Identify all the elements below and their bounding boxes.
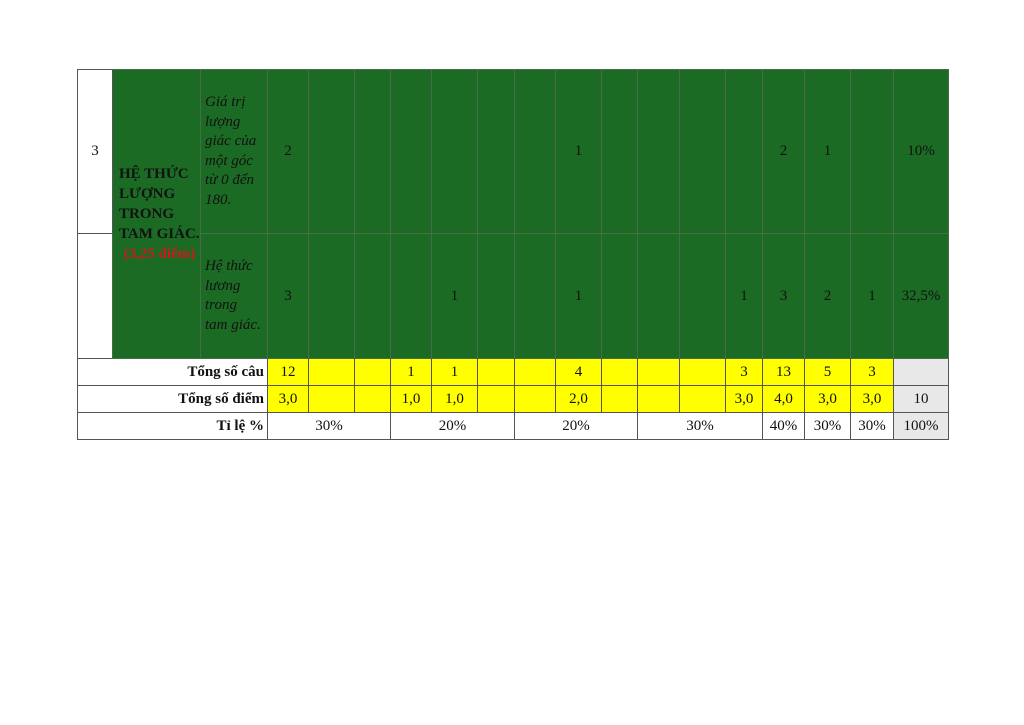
count-cell [308,233,355,359]
count-cell [354,69,391,234]
count-cell [679,69,726,234]
total-questions-total [893,358,949,386]
count-cell [601,233,638,359]
topic-title: HỆ THỨC LƯỢNG TRONG TAM GIÁC. (3,25 điểm) [112,69,201,359]
total-points-cell: 3,0 [267,385,309,413]
subtopic: Giá trị lượng giác của một góc từ 0 đến … [200,69,268,234]
total-questions-cell: 4 [555,358,602,386]
total-questions-cell [354,358,391,386]
total-points-cell [354,385,391,413]
topic-points: (3,25 điểm) [123,246,196,262]
count-cell [308,69,355,234]
count-cell [514,69,556,234]
count-cell [354,233,391,359]
total-questions-cell [679,358,726,386]
count-cell: 2 [804,233,851,359]
total-questions-cell [308,358,355,386]
ratio-group-cell: 20% [390,412,515,440]
count-cell [601,69,638,234]
count-cell: 2 [762,69,805,234]
count-cell: 1 [850,233,894,359]
ratio-total: 100% [893,412,949,440]
total-questions-cell: 5 [804,358,851,386]
count-cell: 1 [555,69,602,234]
total-points-total: 10 [893,385,949,413]
count-cell [514,233,556,359]
count-cell [477,233,515,359]
total-questions-cell [601,358,638,386]
total-points-cell [637,385,680,413]
count-cell [637,233,680,359]
ratio-group-cell: 20% [514,412,638,440]
count-cell [637,69,680,234]
count-cell [679,233,726,359]
total-questions-cell: 3 [725,358,763,386]
subtopic: Hệ thức lương trong tam giác. [200,233,268,359]
ratio-group-cell: 40% [762,412,805,440]
count-cell: 1 [431,233,478,359]
total-questions-cell: 13 [762,358,805,386]
ratio-cell: 32,5% [893,233,949,359]
count-cell [390,69,432,234]
topic-title-text: HỆ THỨC LƯỢNG TRONG TAM GIÁC. [119,166,200,242]
total-questions-cell: 3 [850,358,894,386]
ratio-group-cell: 30% [267,412,391,440]
total-questions-cell: 1 [431,358,478,386]
total-questions-cell [477,358,515,386]
count-cell: 2 [267,69,309,234]
total-points-cell [514,385,556,413]
total-points-cell: 3,0 [804,385,851,413]
count-cell: 1 [804,69,851,234]
ratio-group-cell: 30% [637,412,763,440]
topic-number: 3 [77,69,113,234]
ratio-group-cell: 30% [850,412,894,440]
count-cell [477,69,515,234]
count-cell [431,69,478,234]
total-points-cell [308,385,355,413]
total-points-cell [679,385,726,413]
ratio-cell: 10% [893,69,949,234]
total-points-cell: 1,0 [431,385,478,413]
total-points-cell: 3,0 [725,385,763,413]
count-cell: 3 [762,233,805,359]
matrix-table: 3 HỆ THỨC LƯỢNG TRONG TAM GIÁC. (3,25 điểm… [77,69,949,440]
ratio-label: Tỉ lệ % [77,412,268,440]
total-points-cell: 2,0 [555,385,602,413]
total-points-label: Tổng số điểm [77,385,268,413]
count-cell [850,69,894,234]
total-points-cell: 1,0 [390,385,432,413]
total-questions-label: Tổng số câu [77,358,268,386]
count-cell: 1 [555,233,602,359]
topic-number-empty [77,233,113,359]
total-points-cell: 4,0 [762,385,805,413]
total-points-cell: 3,0 [850,385,894,413]
total-points-cell [477,385,515,413]
count-cell [390,233,432,359]
total-questions-cell [514,358,556,386]
total-points-cell [601,385,638,413]
count-cell: 3 [267,233,309,359]
total-questions-cell: 1 [390,358,432,386]
count-cell [725,69,763,234]
total-questions-cell [637,358,680,386]
ratio-group-cell: 30% [804,412,851,440]
count-cell: 1 [725,233,763,359]
total-questions-cell: 12 [267,358,309,386]
